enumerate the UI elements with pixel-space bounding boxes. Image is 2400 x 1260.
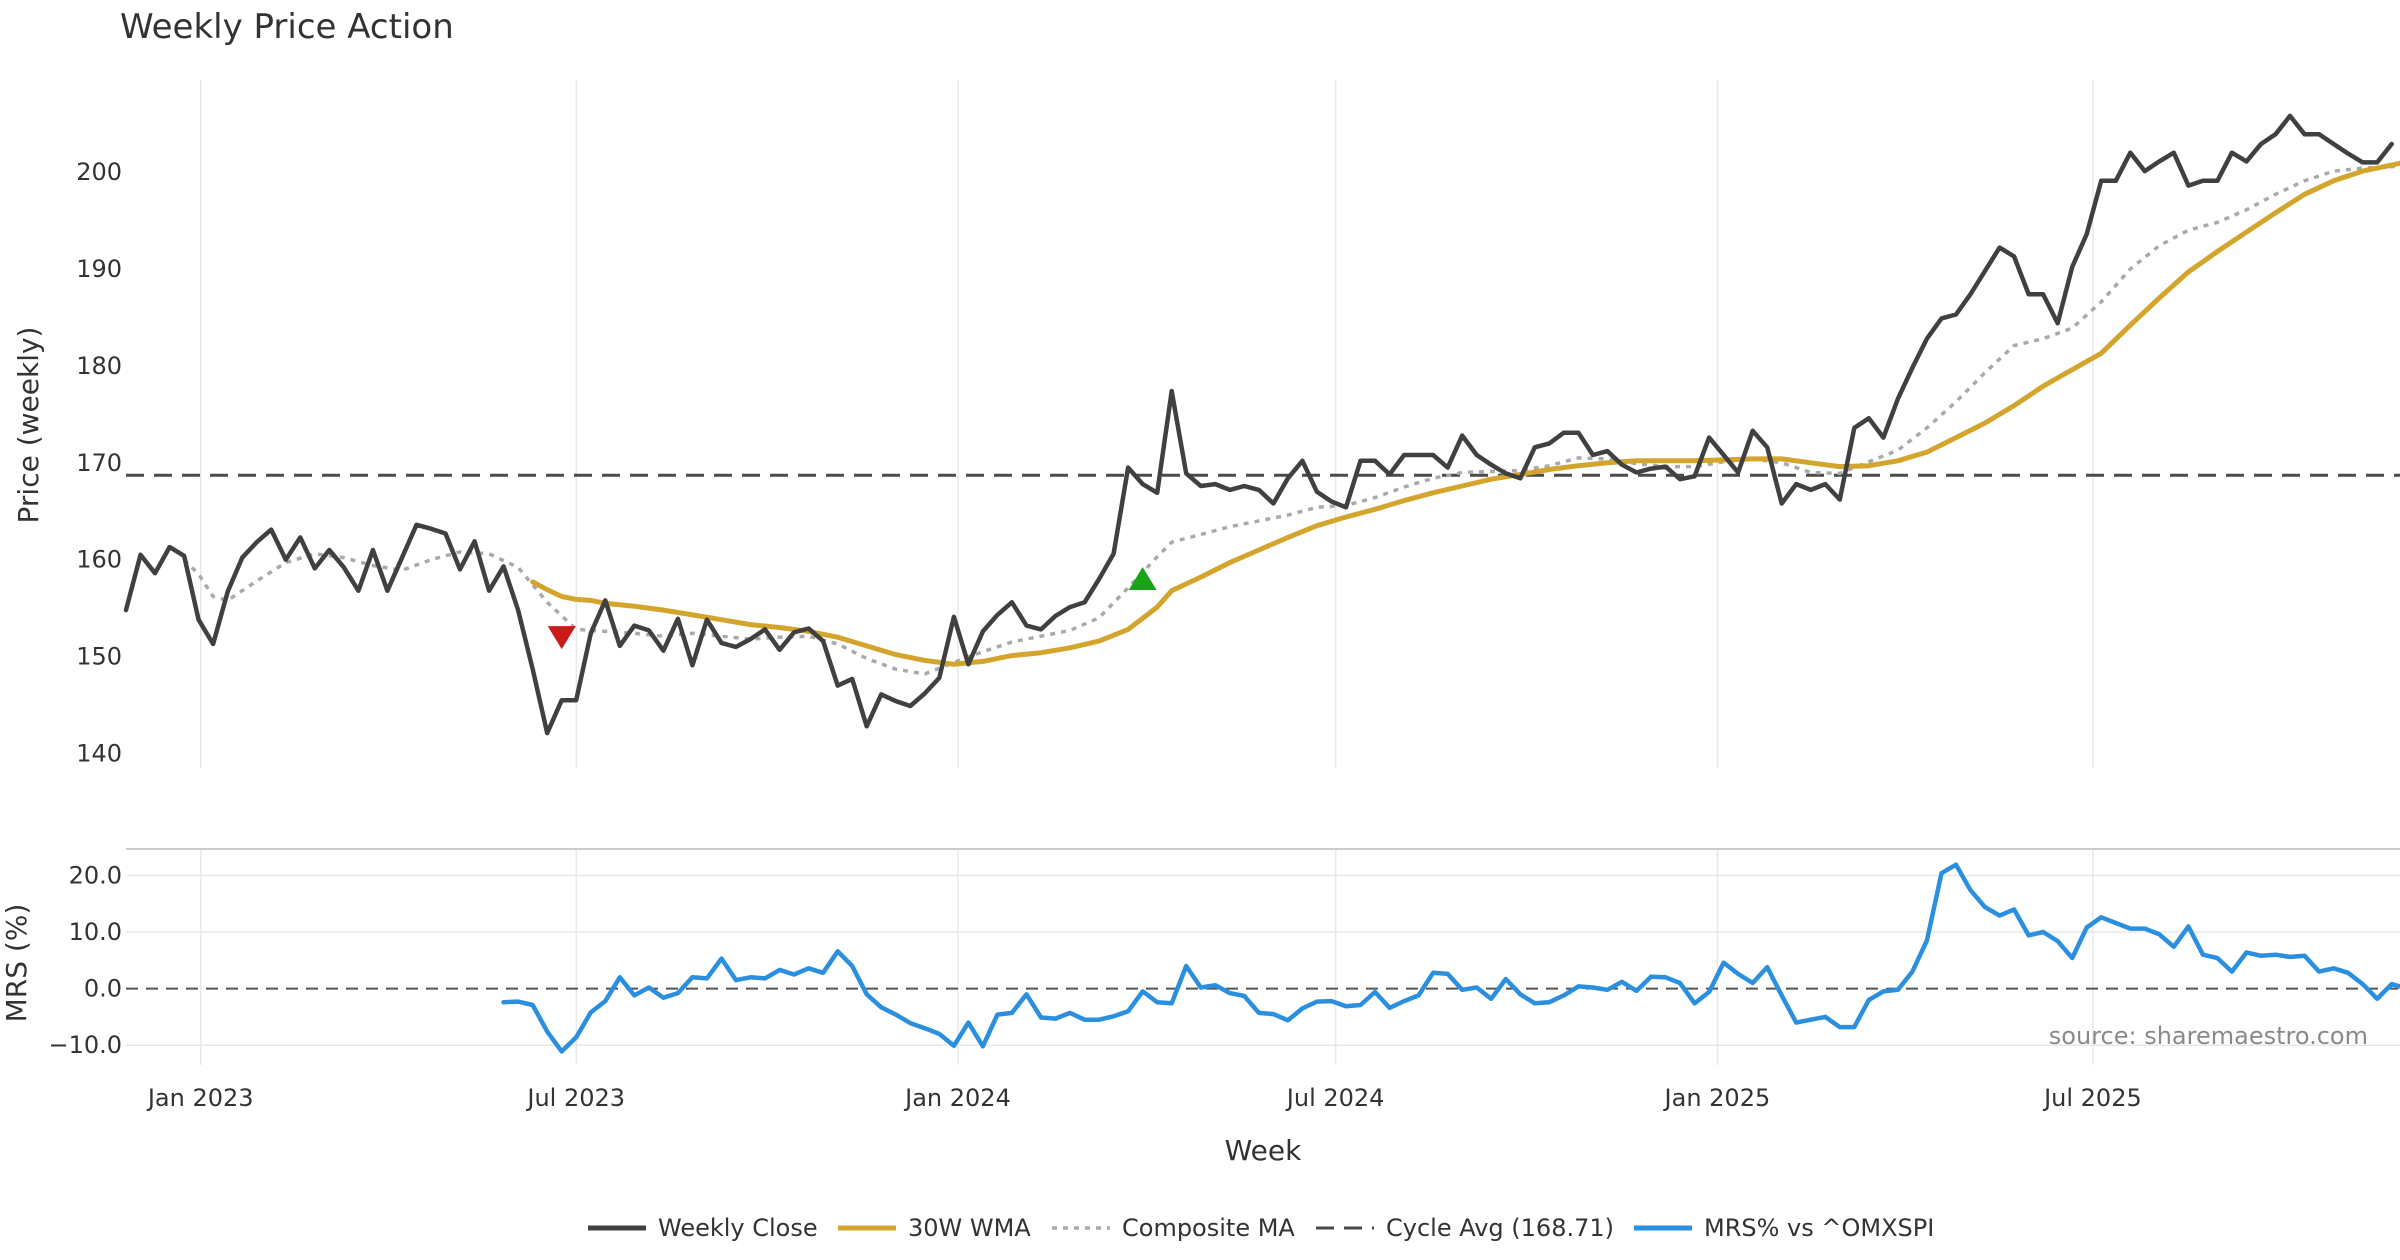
price-y-tick-label: 170 [76,449,122,477]
legend-label-composite: Composite MA [1122,1214,1295,1242]
weekly-close-line [123,113,2394,736]
mrs-y-tick-label: 20.0 [69,861,122,889]
price-y-tick-label: 140 [76,739,122,767]
legend-label-close: Weekly Close [658,1214,818,1242]
mrs-y-tick-label: −10.0 [48,1031,122,1059]
mrs-line [501,862,2400,1054]
wma-30w-line [530,160,2400,667]
mrs-y-tick-label: 10.0 [69,918,122,946]
mrs-axis-label: MRS (%) [0,904,33,1023]
x-tick-label: Jul 2025 [2042,1084,2142,1112]
price-y-tick-label: 160 [76,546,122,574]
x-tick-label: Jan 2023 [146,1084,254,1112]
sell-signal-marker [547,626,576,650]
buy-signal-marker [1128,567,1157,591]
x-tick-label: Jul 2023 [525,1084,625,1112]
x-tick-label: Jan 2025 [1663,1084,1771,1112]
x-axis-label: Week [1225,1134,1302,1167]
x-tick-label: Jul 2024 [1285,1084,1385,1112]
price-y-tick-label: 180 [76,352,122,380]
price-axis-label: Price (weekly) [12,327,45,524]
legend-label-cycle: Cycle Avg (168.71) [1386,1214,1614,1242]
price-y-tick-label: 150 [76,643,122,671]
x-axis: Jan 2023 Jul 2023 Jan 2024 Jul 2024 Jan 2025… [146,1084,2142,1112]
price-panel: 140 150 160 170 180 190 200 [76,80,2400,768]
mrs-panel: −10.0 0.0 10.0 20.0 [48,848,2400,1065]
chart-legend: Weekly Close 30W WMA Composite MA Cycle Avg… [588,1214,1934,1242]
price-y-tick-label: 190 [76,255,122,283]
composite-ma-line [182,164,2400,676]
legend-label-wma: 30W WMA [908,1214,1031,1242]
price-y-tick-label: 200 [76,158,122,186]
x-tick-label: Jan 2024 [903,1084,1011,1112]
source-label: source: sharemaestro.com [2049,1022,2368,1050]
legend-label-mrs: MRS% vs ^OMXSPI [1704,1214,1934,1242]
mrs-y-tick-label: 0.0 [84,975,122,1003]
chart-title: Weekly Price Action [120,7,454,47]
